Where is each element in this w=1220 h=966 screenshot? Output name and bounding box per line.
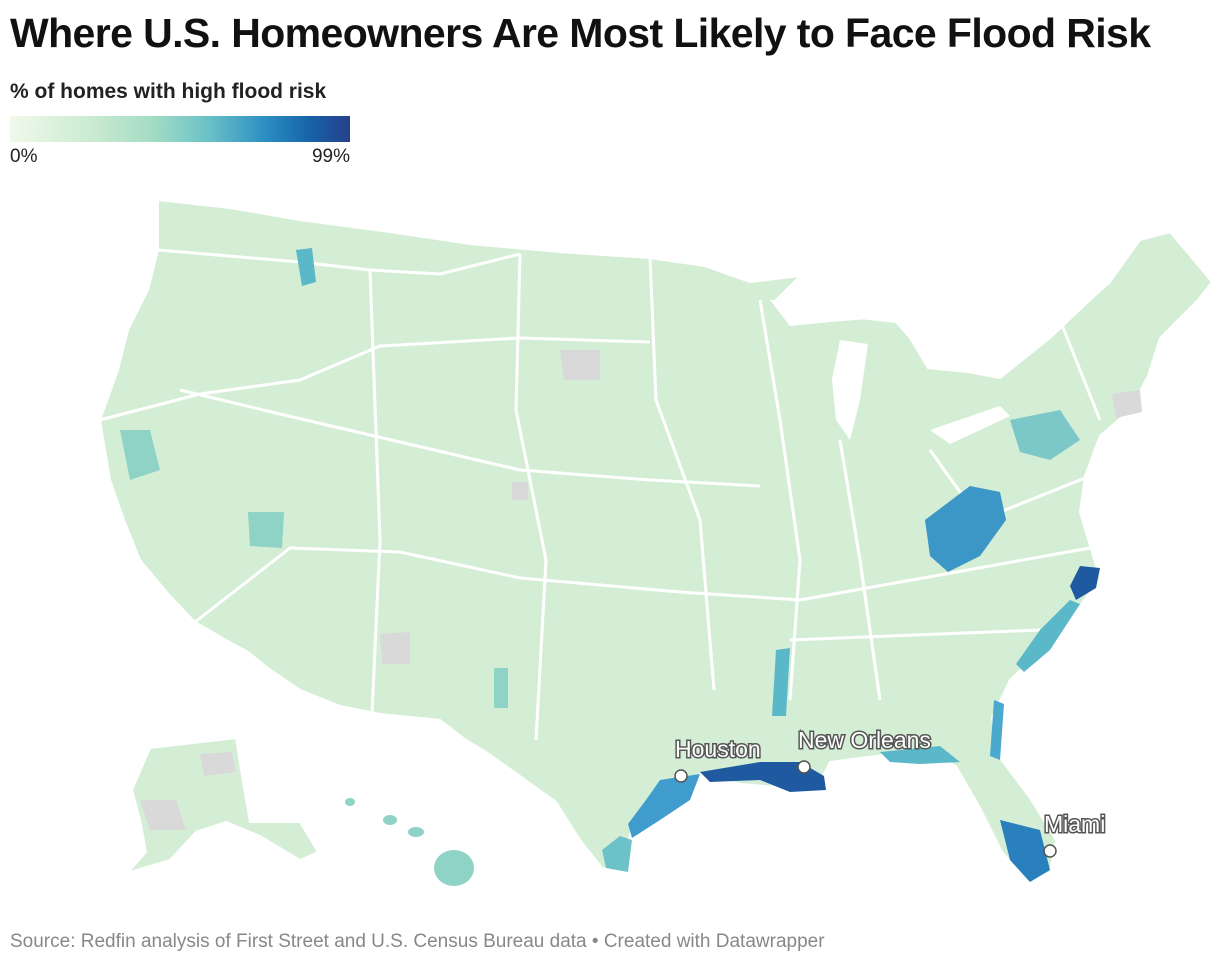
- state-border: [758, 299, 802, 701]
- north-carolina-coast-high-risk-area: [1070, 566, 1100, 600]
- kentucky-wv-high-risk-area: [925, 486, 1006, 572]
- legend-gradient-bar: [10, 116, 350, 142]
- contiguous-us-shape: [98, 198, 1214, 884]
- page-title: Where U.S. Homeowners Are Most Likely to…: [10, 10, 1151, 56]
- city-dot: [1043, 844, 1057, 858]
- legend-max-label: 99%: [311, 146, 350, 167]
- hawaii-island: [434, 850, 474, 886]
- great-lakes: [770, 300, 1010, 444]
- city-label-new-orleans: New Orleans: [798, 727, 931, 753]
- lower-48-states: [98, 198, 1214, 884]
- city-markers: Houston New Orleans Miami: [674, 726, 1107, 858]
- no-data-region: [560, 350, 600, 380]
- east-florida-coast-area: [990, 700, 1004, 760]
- alaska-no-data: [140, 800, 186, 830]
- pennsylvania-high-risk-area: [1010, 410, 1080, 460]
- texas-coast-high-risk-area: [628, 774, 700, 838]
- county-borders: [99, 248, 1102, 741]
- lake-erie: [930, 406, 1010, 444]
- city-dot: [674, 769, 688, 783]
- louisiana-coast-high-risk-area: [700, 762, 826, 792]
- city-label-miami: Miami: [1044, 811, 1105, 837]
- state-border: [838, 439, 882, 701]
- hawaii: [345, 798, 474, 886]
- atlantic-coast-area: [1016, 600, 1080, 672]
- south-florida-high-risk-area: [1000, 820, 1050, 882]
- city-marker-houston: Houston: [674, 735, 762, 783]
- south-texas-coast-area: [602, 836, 632, 872]
- alaska-no-data: [200, 752, 236, 776]
- us-flood-risk-map: Houston New Orleans Miami: [98, 198, 1214, 886]
- city-label-houston: Houston: [675, 736, 761, 762]
- no-data-region: [380, 632, 410, 664]
- state-border: [799, 546, 1091, 602]
- central-california-area: [120, 430, 160, 480]
- source-note: Source: Redfin analysis of First Street …: [10, 931, 825, 952]
- state-border: [179, 388, 761, 488]
- legend-scale-labels: 0% 99%: [10, 146, 350, 172]
- state-border: [1058, 319, 1102, 421]
- city-dot: [797, 760, 811, 774]
- city-marker-new-orleans: New Orleans: [797, 726, 932, 774]
- no-data-areas: [380, 350, 1142, 664]
- utah-lake-area: [248, 512, 284, 548]
- mississippi-delta-area: [772, 648, 790, 716]
- lake-michigan: [832, 340, 868, 440]
- state-border: [99, 336, 651, 422]
- state-border: [368, 269, 382, 715]
- alaska-shape: [117, 736, 320, 885]
- lake-superior: [770, 300, 880, 326]
- state-border: [648, 257, 716, 691]
- state-border: [514, 253, 548, 741]
- city-marker-miami: Miami: [1043, 810, 1107, 858]
- idaho-area: [296, 248, 316, 286]
- hawaii-island: [383, 815, 397, 825]
- legend-min-label: 0%: [10, 146, 38, 167]
- alaska: [117, 736, 320, 885]
- new-mexico-area: [494, 668, 508, 708]
- hawaii-island: [408, 827, 424, 837]
- high-risk-regions: [120, 248, 1100, 882]
- no-data-region: [512, 482, 528, 500]
- color-legend: % of homes with high flood risk 0% 99%: [10, 80, 350, 172]
- legend-title: % of homes with high flood risk: [10, 80, 327, 103]
- hawaii-island: [345, 798, 355, 806]
- state-border: [194, 546, 801, 624]
- no-data-region: [1112, 390, 1142, 418]
- state-border: [789, 628, 1041, 642]
- florida-panhandle-area: [880, 746, 960, 764]
